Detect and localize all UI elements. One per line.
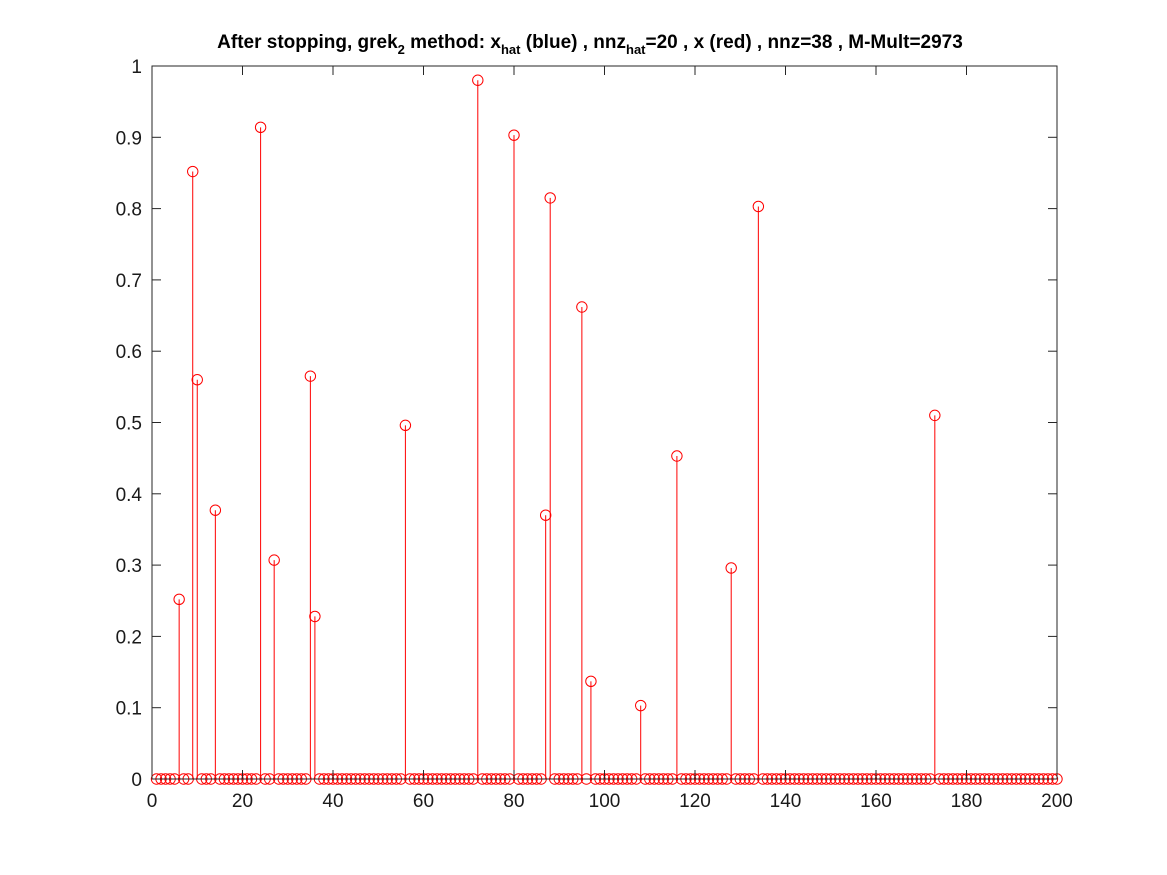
stem-marker <box>635 699 647 712</box>
stem-marker <box>173 593 185 606</box>
stem-marker <box>268 554 280 566</box>
x-tick-label: 40 <box>322 791 343 812</box>
y-tick-label: 0.4 <box>116 485 143 506</box>
stem-marker <box>304 370 317 382</box>
y-tick-label: 0.7 <box>116 271 142 292</box>
stem-marker <box>544 192 556 204</box>
stem-marker <box>671 450 683 462</box>
x-tick-label: 200 <box>1041 791 1073 812</box>
tick-labels: 0 20 40 60 80 100 120 140 160 180 200 0 0.1 0.2 0.3 0.4… <box>116 57 1073 812</box>
y-tick-label: 0.1 <box>116 699 142 720</box>
stem-marker <box>187 165 199 178</box>
stem-marker <box>309 610 321 623</box>
x-tick-label: 60 <box>413 791 434 812</box>
x-tick-label: 120 <box>679 791 711 812</box>
chart-title: After stopping, grek2 method: xhat (blue… <box>217 32 963 57</box>
plot-area <box>152 66 1057 779</box>
stem-marker <box>929 409 941 422</box>
stem-marker <box>508 129 520 141</box>
y-tick-label: 0.2 <box>116 627 142 648</box>
stem-marker <box>752 200 765 213</box>
x-tick-label: 100 <box>589 791 621 812</box>
y-tick-label: 0.3 <box>116 556 142 577</box>
stem-marker <box>539 509 552 521</box>
x-tick-label: 20 <box>232 791 253 812</box>
axes-box <box>151 65 1058 780</box>
x-tick-label: 180 <box>951 791 983 812</box>
x-tick-label: 160 <box>860 791 892 812</box>
x-tick-label: 80 <box>503 791 524 812</box>
y-tick-label: 1 <box>131 57 142 78</box>
y-tick-label: 0.5 <box>116 414 142 435</box>
stem-marker <box>725 562 737 574</box>
y-tick-label: 0.9 <box>116 128 142 149</box>
y-tick-label: 0.6 <box>116 342 142 363</box>
stem-marker <box>254 121 267 134</box>
stem-series <box>178 80 936 779</box>
stem-marker <box>576 301 588 313</box>
stem-marker <box>472 74 484 86</box>
x-tick-label: 140 <box>770 791 802 812</box>
y-tick-label: 0 <box>131 770 142 791</box>
x-tick-label: 0 <box>147 791 158 812</box>
stem-marker <box>191 374 203 386</box>
stem-marker <box>399 419 412 432</box>
stem-marker <box>209 504 222 516</box>
y-tick-label: 0.8 <box>116 200 142 221</box>
stem-marker <box>585 675 597 688</box>
